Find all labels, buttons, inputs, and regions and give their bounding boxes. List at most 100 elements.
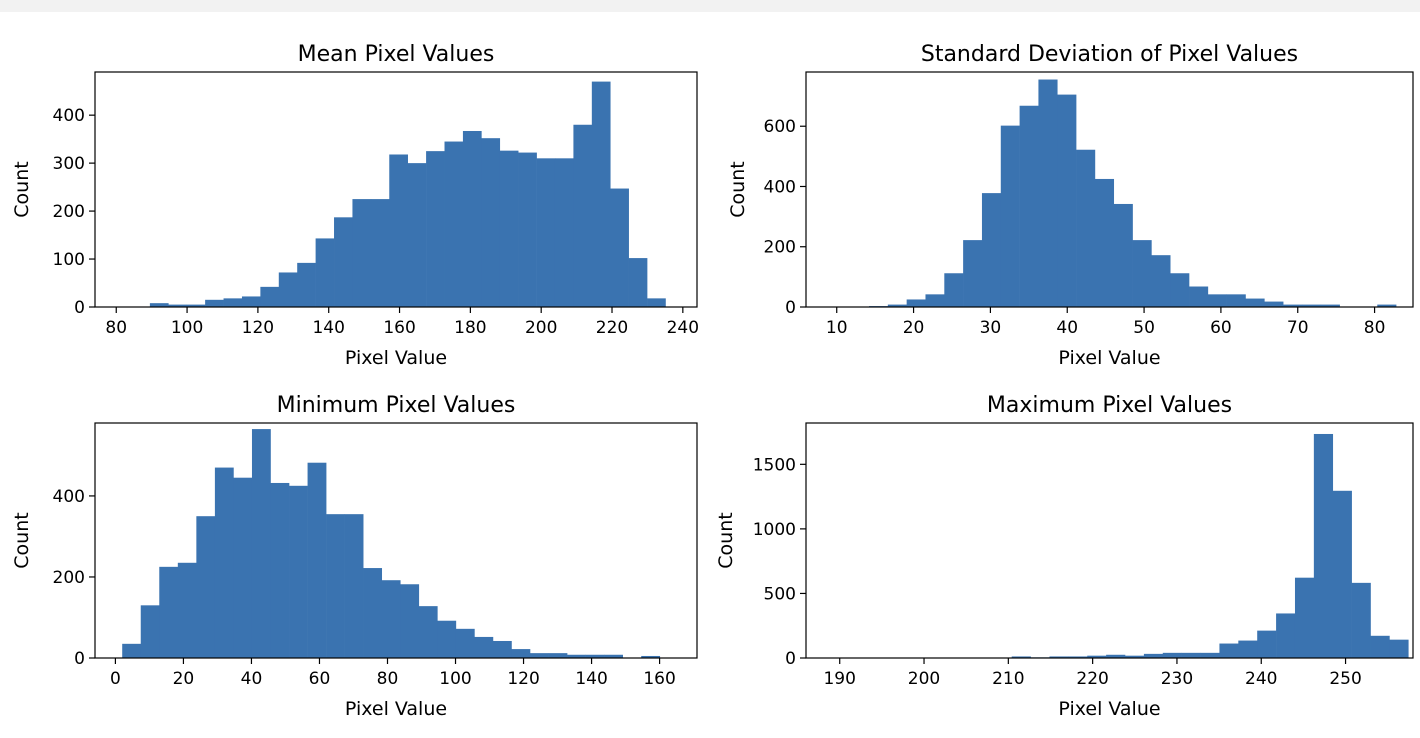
bar-mean-0 (149, 303, 169, 307)
bar-max-22 (1238, 640, 1258, 658)
xtick-label-max-230: 230 (1161, 669, 1193, 689)
xtick-label-mean-160: 160 (383, 318, 415, 338)
ytick-label-std-0: 0 (785, 298, 796, 318)
bar-mean-1 (168, 304, 188, 307)
ytick-label-std-400: 400 (764, 177, 796, 197)
y-axis-label-std: Count (727, 161, 749, 217)
bar-max-23 (1257, 630, 1277, 658)
ytick-label-mean-200: 200 (53, 202, 85, 222)
xtick-label-mean-240: 240 (667, 318, 699, 338)
bar-max-19 (1181, 652, 1201, 658)
xtick-label-max-200: 200 (908, 669, 940, 689)
bar-std-18 (1170, 273, 1190, 307)
bar-mean-24 (591, 81, 611, 308)
bar-min-19 (474, 636, 494, 658)
ytick-label-std-600: 600 (764, 117, 796, 137)
bar-std-26 (1320, 304, 1340, 307)
bar-std-20 (1207, 294, 1227, 307)
bar-std-6 (944, 273, 964, 307)
bar-std-24 (1283, 304, 1303, 307)
bar-std-5 (925, 294, 945, 307)
xtick-label-min-0: 0 (110, 669, 121, 689)
bar-mean-13 (389, 154, 408, 307)
ytick-label-max-0: 0 (785, 649, 796, 669)
xtick-label-max-210: 210 (992, 669, 1024, 689)
xtick-label-std-20: 20 (903, 318, 925, 338)
ytick-label-min-200: 200 (53, 568, 85, 588)
bar-max-17 (1143, 653, 1164, 658)
bar-mean-21 (536, 158, 556, 307)
bar-mean-2 (186, 304, 206, 307)
bar-std-13 (1076, 149, 1096, 307)
xtick-label-std-50: 50 (1133, 318, 1155, 338)
ytick-label-max-1500: 1500 (753, 455, 796, 475)
xtick-label-mean-200: 200 (525, 318, 557, 338)
bar-std-21 (1226, 294, 1246, 307)
bar-mean-8 (297, 262, 316, 307)
x-axis-label-std: Pixel Value (1058, 347, 1160, 369)
xtick-label-max-240: 240 (1245, 669, 1277, 689)
bar-std-4 (906, 299, 926, 307)
ytick-label-mean-100: 100 (53, 250, 85, 270)
bar-min-1 (140, 605, 160, 658)
y-axis-label-min: Count (11, 512, 33, 568)
bar-min-13 (363, 568, 383, 658)
xtick-label-max-220: 220 (1076, 669, 1108, 689)
bar-std-3 (887, 304, 907, 307)
bar-mean-17 (462, 130, 482, 307)
bar-mean-15 (426, 151, 445, 307)
bar-mean-10 (334, 217, 353, 307)
bar-std-17 (1151, 255, 1171, 307)
bar-min-23 (548, 653, 568, 658)
ytick-label-min-400: 400 (53, 487, 85, 507)
xtick-label-mean-120: 120 (242, 318, 274, 338)
bar-mean-14 (407, 163, 427, 307)
xtick-label-min-120: 120 (507, 669, 539, 689)
bar-std-7 (963, 240, 983, 307)
bar-mean-7 (278, 272, 298, 307)
bar-max-15 (1106, 654, 1126, 658)
bar-std-22 (1245, 298, 1265, 307)
bar-min-3 (177, 562, 197, 658)
bar-mean-9 (315, 238, 335, 307)
xtick-label-min-20: 20 (173, 669, 195, 689)
bar-mean-18 (481, 138, 501, 307)
ytick-label-mean-0: 0 (74, 298, 85, 318)
bar-min-0 (122, 643, 142, 658)
bar-std-12 (1057, 94, 1077, 307)
bar-max-20 (1200, 652, 1220, 658)
bar-max-29 (1370, 635, 1390, 658)
bar-std-11 (1038, 79, 1058, 308)
xtick-label-max-190: 190 (823, 669, 855, 689)
bar-min-15 (400, 584, 420, 658)
bar-std-8 (981, 193, 1002, 307)
bar-max-10 (1011, 656, 1031, 658)
y-axis-label-max: Count (715, 512, 737, 568)
bar-std-25 (1301, 304, 1322, 307)
bar-min-2 (159, 566, 179, 658)
bar-std-19 (1189, 286, 1209, 307)
x-axis-label-min: Pixel Value (345, 698, 447, 720)
bar-min-9 (289, 485, 308, 658)
bar-max-14 (1087, 655, 1107, 658)
bar-min-21 (511, 649, 531, 658)
chart-min: 0 20 40 60 80 100 120 140 160 0 200 400 Minimum Pixe… (11, 393, 698, 720)
bar-min-11 (326, 514, 345, 658)
xtick-label-mean-80: 80 (105, 318, 127, 338)
xtick-label-min-80: 80 (377, 669, 399, 689)
xtick-label-std-60: 60 (1210, 318, 1232, 338)
bar-mean-25 (610, 188, 629, 307)
ytick-label-std-200: 200 (764, 238, 796, 258)
xtick-label-mean-140: 140 (312, 318, 344, 338)
chart-std: 10 20 30 40 50 60 70 80 0 200 400 600 Standard Devia… (727, 42, 1414, 369)
bar-min-18 (455, 628, 475, 658)
ytick-label-mean-300: 300 (53, 154, 85, 174)
bar-max-26 (1313, 433, 1334, 658)
bar-std-10 (1019, 105, 1039, 307)
bar-mean-4 (223, 298, 243, 307)
bar-mean-5 (241, 296, 261, 307)
bar-mean-20 (518, 152, 537, 307)
bar-std-23 (1264, 301, 1284, 307)
bar-max-24 (1276, 613, 1296, 658)
